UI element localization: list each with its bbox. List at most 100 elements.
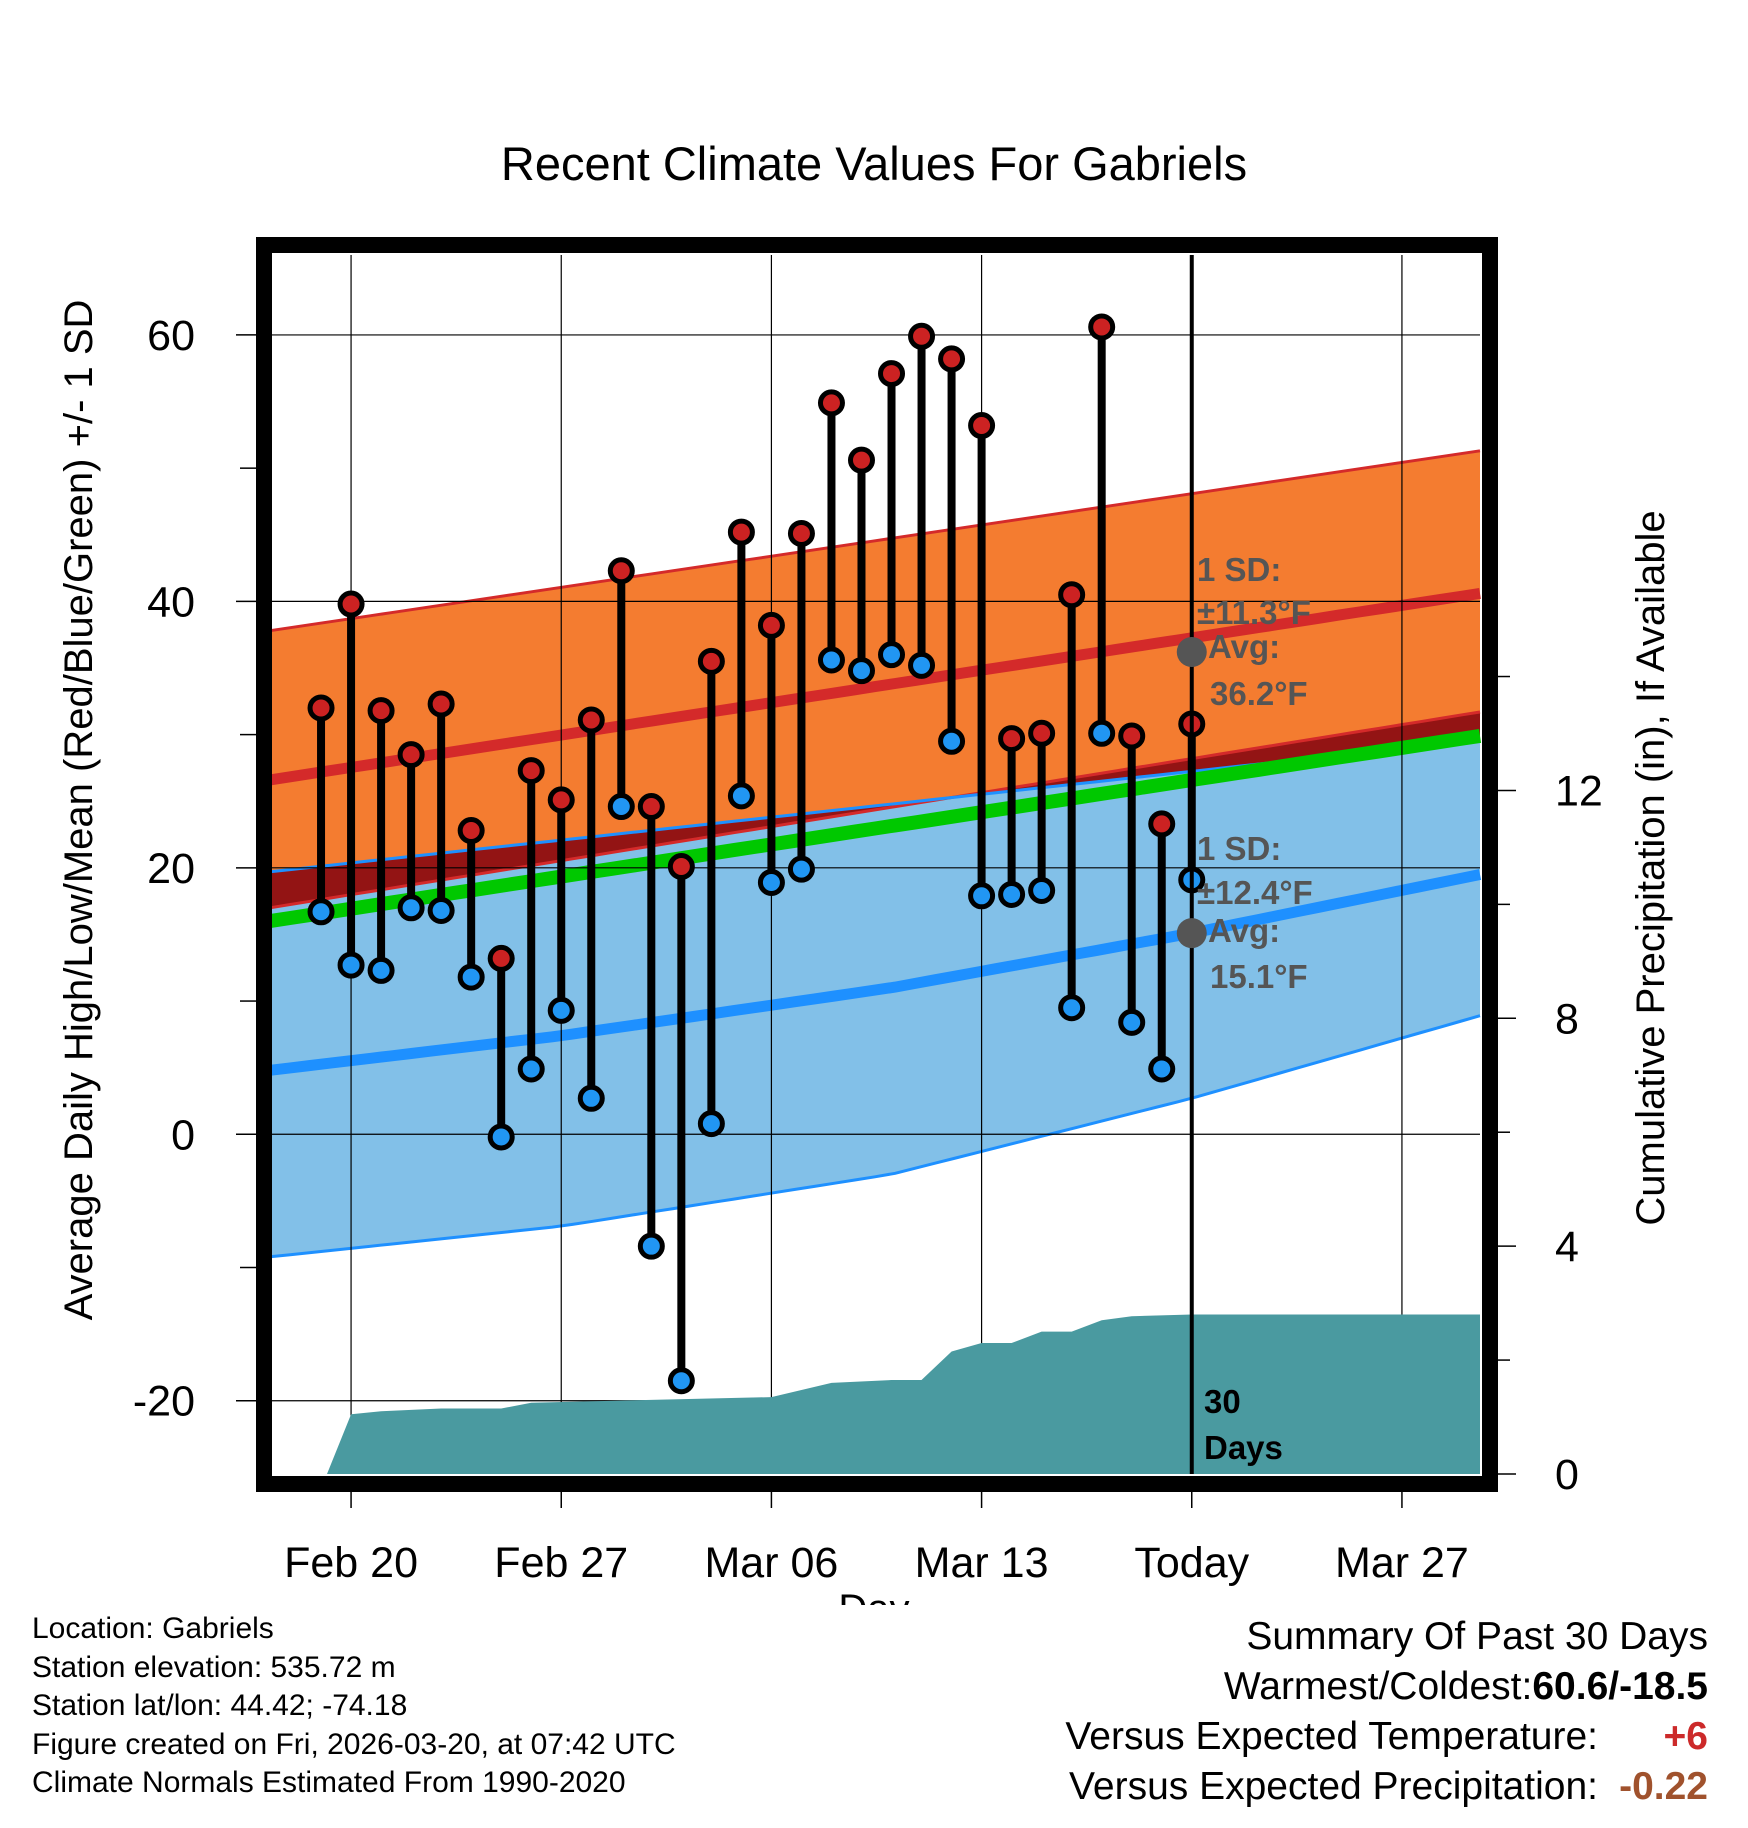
daily-low-point (427, 896, 455, 924)
daily-high-point (517, 757, 545, 785)
daily-low-point (727, 782, 755, 810)
daily-high-point (817, 389, 845, 417)
y2-tick-label: 0 (1555, 1451, 1579, 1499)
normal-low-line (269, 869, 1482, 1076)
daily-high-point (577, 706, 605, 734)
x-tick-label: Feb 20 (284, 1539, 418, 1587)
station-info: Location: Gabriels Station elevation: 53… (32, 1610, 676, 1803)
days-word: Days (1204, 1429, 1283, 1466)
daily-high-point (457, 817, 485, 845)
daily-high-point (727, 518, 755, 546)
y2-tick-label: 12 (1555, 767, 1603, 815)
y2-axis-label: Cumulative Precipitation (in), If Availa… (1629, 510, 1673, 1225)
y-tick-label: -20 (133, 1378, 195, 1426)
daily-low-point (1058, 994, 1086, 1022)
warmest-coldest-row: Warmest/Coldest: 60.6/-18.5 (1065, 1662, 1708, 1712)
location-text: Location: Gabriels (32, 1612, 274, 1645)
daily-high-point (307, 694, 335, 722)
chart-title: Recent Climate Values For Gabriels (501, 137, 1247, 190)
high-avg-label: Avg: (1208, 628, 1280, 665)
elevation-text: Station elevation: 535.72 m (32, 1650, 396, 1684)
daily-high-point (938, 345, 966, 373)
normal-bands (268, 449, 1482, 1259)
precip-anomaly-value: -0.22 (1619, 1765, 1708, 1808)
high-avg-marker (1176, 637, 1207, 668)
days-label: 30 Days (1204, 1383, 1283, 1466)
plot-border (256, 237, 1498, 1492)
daily-low-point (998, 880, 1026, 908)
daily-high-point (998, 725, 1026, 753)
daily-low-point (607, 793, 635, 821)
low-sd-value: ±12.4°F (1197, 874, 1313, 911)
daily-low-point (938, 727, 966, 755)
daily-high-point (667, 852, 695, 880)
daily-low-point (637, 1232, 665, 1260)
daily-low-point (1148, 1055, 1176, 1083)
daily-low-point (367, 956, 395, 984)
daily-low-point (697, 1110, 725, 1138)
y-tick-label: 0 (171, 1111, 195, 1159)
x-tick-label: Today (1134, 1539, 1249, 1587)
low-avg-value: 15.1°F (1210, 958, 1308, 995)
normal-high-line (269, 587, 1481, 786)
daily-range-bars (307, 313, 1206, 1395)
y2-tick-label: 8 (1555, 995, 1579, 1043)
created-text: Figure created on Fri, 2026-03-20, at 07… (32, 1727, 676, 1761)
daily-high-point (908, 322, 936, 350)
daily-high-point (697, 647, 725, 675)
climate-chart: Recent Climate Values For Gabriels -20 0 2… (57, 137, 1673, 1605)
daily-low-point (1118, 1008, 1146, 1036)
daily-low-point (878, 641, 906, 669)
daily-low-point (487, 1123, 515, 1151)
low-lower-edge (269, 1014, 1481, 1259)
daily-low-point (517, 1055, 545, 1083)
high-avg-value: 36.2°F (1210, 675, 1308, 712)
daily-high-point (1148, 810, 1176, 838)
cumulative-precip-area (270, 1314, 1480, 1474)
daily-low-point (968, 882, 996, 910)
x-axis-ticks: Feb 20 Feb 27 Mar 06 Mar 13 Today Mar 27 (284, 1486, 1469, 1587)
precip-area (270, 1314, 1480, 1474)
low-sd-label: 1 SD: (1197, 830, 1281, 867)
temp-anomaly-label: Versus Expected Temperature: (1065, 1715, 1598, 1758)
normals-text: Climate Normals Estimated From 1990-2020 (32, 1766, 626, 1799)
daily-high-point (1088, 313, 1116, 341)
daily-low-point (307, 898, 335, 926)
y-tick-label: 40 (147, 578, 195, 626)
daily-low-point (577, 1084, 605, 1112)
daily-high-point (337, 590, 365, 618)
precip-anomaly-label: Versus Expected Precipitation: (1069, 1765, 1598, 1808)
latlon-text: Station lat/lon: 44.42; -74.18 (32, 1689, 408, 1722)
daily-low-point (547, 996, 575, 1024)
x-tick-label: Mar 27 (1335, 1539, 1469, 1587)
daily-low-point (667, 1367, 695, 1395)
daily-high-point (637, 793, 665, 821)
high-sd-label: 1 SD: (1197, 551, 1281, 588)
daily-high-point (1028, 719, 1056, 747)
daily-low-point (1028, 876, 1056, 904)
warmest-coldest-value: 60.6/-18.5 (1532, 1665, 1708, 1708)
daily-low-point (817, 646, 845, 674)
daily-low-point (757, 868, 785, 896)
days-number: 30 (1204, 1383, 1241, 1420)
daily-high-point (487, 944, 515, 972)
daily-high-point (1118, 722, 1146, 750)
daily-high-point (397, 741, 425, 769)
summary-heading: Summary Of Past 30 Days (1246, 1615, 1708, 1658)
temp-anomaly-row: Versus Expected Temperature: +6 (1065, 1712, 1708, 1762)
daily-low-point (787, 855, 815, 883)
daily-high-point (367, 697, 395, 725)
x-tick-label: Mar 06 (704, 1539, 838, 1587)
daily-high-point (547, 786, 575, 814)
daily-low-point (457, 963, 485, 991)
x-axis-label: Day (838, 1587, 909, 1605)
daily-low-point (337, 951, 365, 979)
y-tick-label: 20 (147, 845, 195, 893)
daily-high-point (787, 519, 815, 547)
high-upper-edge (269, 449, 1481, 633)
summary-panel: Summary Of Past 30 Days Warmest/Coldest:… (1065, 1612, 1708, 1812)
warmest-coldest-label: Warmest/Coldest: (1223, 1665, 1533, 1708)
daily-low-point (847, 657, 875, 685)
y-axis-ticks: -20 0 20 40 60 (133, 312, 256, 1426)
daily-high-point (847, 446, 875, 474)
